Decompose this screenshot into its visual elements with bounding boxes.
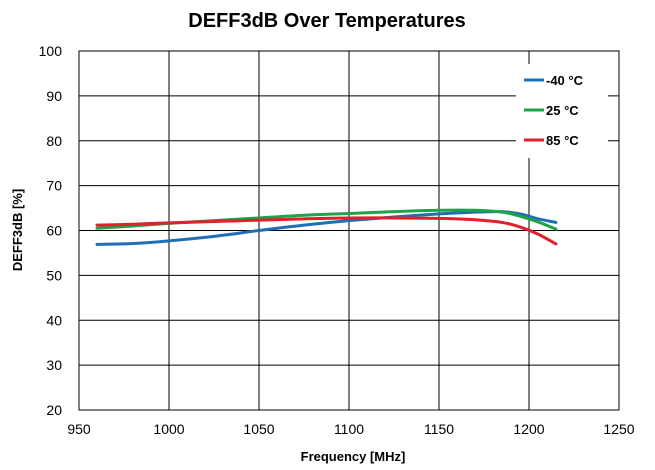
y-tick-label: 100 (39, 43, 63, 59)
legend: -40 °C 25 °C 85 °C (516, 64, 608, 158)
y-tick-label: 30 (46, 357, 62, 373)
y-tick-label: 80 (46, 133, 62, 149)
x-tick-label: 1000 (153, 421, 184, 437)
legend-label-2: 85 °C (546, 133, 579, 148)
y-tick-label: 90 (46, 88, 62, 104)
tick-labels: 950 1000 1050 1100 1150 1200 1250 20 30 40 50 60 70 8… (39, 43, 635, 437)
x-tick-label: 1200 (513, 421, 544, 437)
y-tick-label: 40 (46, 312, 62, 328)
y-tick-label: 60 (46, 223, 62, 239)
series-lines (95, 208, 558, 246)
series-line-2 (95, 216, 558, 246)
plot-area (78, 50, 620, 411)
y-tick-label: 20 (46, 402, 62, 418)
x-axis-title: Frequency [MHz] (301, 449, 406, 464)
x-tick-label: 950 (67, 421, 91, 437)
x-tick-label: 1150 (424, 421, 454, 437)
y-tick-label: 50 (46, 267, 62, 283)
legend-label-1: 25 °C (546, 103, 579, 118)
legend-label-0: -40 °C (546, 73, 584, 88)
x-tick-label: 1250 (603, 421, 634, 437)
y-tick-label: 70 (46, 178, 62, 194)
x-tick-label: 1100 (334, 421, 364, 437)
chart-title: DEFF3dB Over Temperatures (188, 10, 466, 32)
y-axis-title: DEFF3dB [%] (10, 189, 25, 271)
x-tick-label: 1050 (243, 421, 274, 437)
